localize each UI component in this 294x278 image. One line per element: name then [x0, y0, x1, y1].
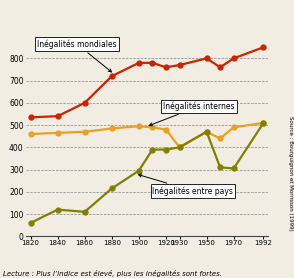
Text: Lecture : Plus l’indice est élevé, plus les inégalités sont fortes.: Lecture : Plus l’indice est élevé, plus …	[3, 270, 222, 277]
Text: Inégalités entre pays: Inégalités entre pays	[138, 174, 233, 196]
Text: Inégalités internes: Inégalités internes	[149, 101, 235, 126]
Text: Source : Bourguignon et Morrisson (1999): Source : Bourguignon et Morrisson (1999)	[288, 116, 293, 231]
Text: Inégalités mondiales: Inégalités mondiales	[37, 39, 117, 72]
